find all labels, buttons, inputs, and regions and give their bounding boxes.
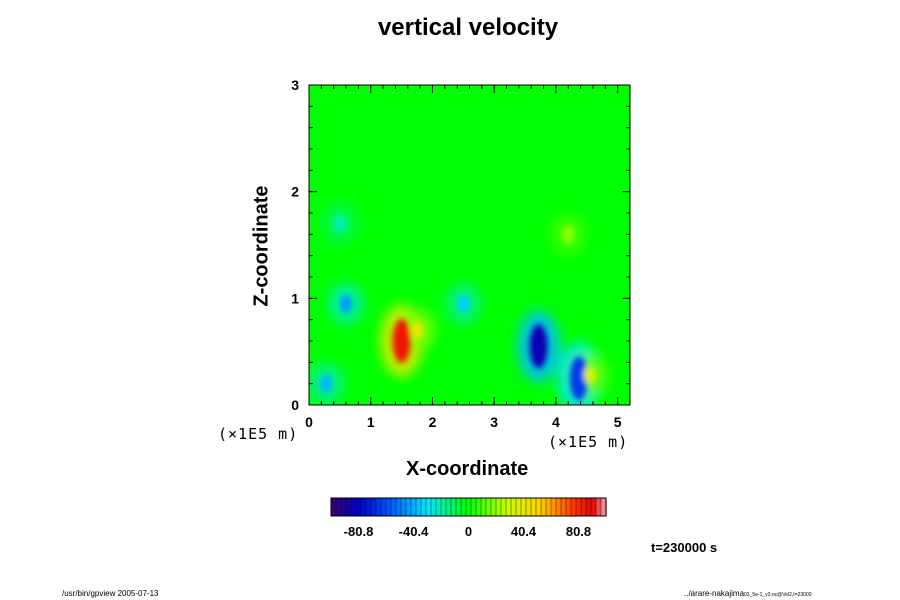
colorbar-cell <box>395 497 402 517</box>
colorbar-cell <box>540 497 547 517</box>
field-feature-core <box>562 225 575 244</box>
colorbar-frame <box>330 497 607 517</box>
field-feature-core <box>333 214 346 233</box>
colorbar-tick-label: 40.4 <box>511 524 537 539</box>
field-feature-core <box>583 366 596 385</box>
colorbar-cell <box>425 497 432 517</box>
colorbar-cell <box>565 497 572 517</box>
colorbar-cell <box>400 497 407 517</box>
y-tick-label: 0 <box>291 397 299 413</box>
colorbar-cell <box>440 497 447 517</box>
colorbar-cell <box>575 497 582 517</box>
colorbar-cell <box>355 497 362 517</box>
colorbar-cell <box>345 497 352 517</box>
colorbar-cell <box>335 497 342 517</box>
colorbar-cell <box>590 497 597 517</box>
footer-file-detail: 03_5e-1_v3.nc@Vel2,t=23000 <box>744 592 812 598</box>
x-tick-label: 5 <box>614 414 622 430</box>
chart-title: vertical velocity <box>377 14 559 41</box>
colorbar-tick-label: 80.8 <box>566 524 591 539</box>
colorbar-cell <box>455 497 462 517</box>
x-axis-unit: (×1E5 m) <box>548 433 629 451</box>
x-tick-label: 3 <box>490 414 498 430</box>
footer-command: /usr/bin/gpview 2005-07-13 <box>62 589 159 598</box>
colorbar-cell <box>405 497 412 517</box>
y-axis-unit: (×1E5 m) <box>218 425 299 443</box>
colorbar-cell <box>505 497 512 517</box>
colorbar-cell <box>530 497 537 517</box>
field-feature-core <box>529 324 548 369</box>
colorbar-cell <box>595 497 602 517</box>
colorbar-cell <box>485 497 492 517</box>
colorbar-cell <box>445 497 452 517</box>
field-feature-core <box>569 356 588 401</box>
x-axis-label: X-coordinate <box>406 458 529 480</box>
y-axis-ticks: 0 1 2 3 <box>291 77 630 413</box>
y-tick-label: 2 <box>291 184 299 200</box>
x-tick-label: 0 <box>305 414 313 430</box>
colorbar-cell <box>435 497 442 517</box>
colorbar-cell <box>430 497 437 517</box>
x-tick-label: 4 <box>552 414 560 430</box>
colorbar-cell <box>420 497 427 517</box>
colorbar-cell <box>545 497 552 517</box>
x-axis-ticks: 0 1 2 3 4 5 <box>305 85 622 430</box>
field-feature-core <box>392 319 411 363</box>
velocity-field <box>309 85 630 405</box>
colorbar-cell <box>410 497 417 517</box>
field-feature-core <box>320 374 333 393</box>
colorbar-cell <box>580 497 587 517</box>
colorbar-cell <box>515 497 522 517</box>
colorbar-cell <box>350 497 357 517</box>
colorbar-tick-label: -40.4 <box>399 524 429 539</box>
field-feature-core <box>340 294 353 313</box>
colorbar-cell <box>585 497 592 517</box>
colorbar-tick-label: -80.8 <box>344 524 374 539</box>
x-tick-label: 1 <box>367 414 375 430</box>
colorbar-cell <box>470 497 477 517</box>
colorbar-cell <box>375 497 382 517</box>
colorbar-cell <box>390 497 397 517</box>
field-feature-core <box>457 294 470 313</box>
y-tick-label: 3 <box>291 77 299 93</box>
colorbar-cell <box>535 497 542 517</box>
colorbar-cell <box>460 497 467 517</box>
colorbar-cell <box>550 497 557 517</box>
colorbar-cell <box>525 497 532 517</box>
colorbar: -80.8 -40.4 0 40.4 80.8 <box>330 497 607 539</box>
colorbar-cell <box>360 497 367 517</box>
colorbar-cell <box>365 497 372 517</box>
colorbar-cell <box>380 497 387 517</box>
x-tick-label: 2 <box>429 414 437 430</box>
time-label: t=230000 s <box>651 540 718 555</box>
colorbar-cell <box>560 497 567 517</box>
colorbar-cell <box>490 497 497 517</box>
colorbar-cell <box>340 497 347 517</box>
footer-file: ../arare-nakajima03_5e-1_v3.nc@Vel2,t=23… <box>684 589 812 598</box>
y-tick-label: 1 <box>291 290 299 306</box>
colorbar-cell <box>495 497 502 517</box>
colorbar-cell <box>555 497 562 517</box>
colorbar-cell <box>500 497 507 517</box>
colorbar-cell <box>510 497 517 517</box>
y-axis-label: Z-coordinate <box>250 185 273 307</box>
colorbar-cell <box>475 497 482 517</box>
colorbar-cell <box>465 497 472 517</box>
colorbar-cell <box>415 497 422 517</box>
colorbar-cell <box>480 497 487 517</box>
colorbar-cell <box>450 497 457 517</box>
colorbar-cell <box>385 497 392 517</box>
colorbar-cell <box>330 497 337 517</box>
footer-file-main: ../arare-nakajima <box>684 589 745 598</box>
colorbar-cell <box>520 497 527 517</box>
colorbar-cell <box>370 497 377 517</box>
colorbar-cell <box>570 497 577 517</box>
field-feature-core <box>411 321 424 340</box>
colorbar-tick-label: 0 <box>465 524 472 539</box>
